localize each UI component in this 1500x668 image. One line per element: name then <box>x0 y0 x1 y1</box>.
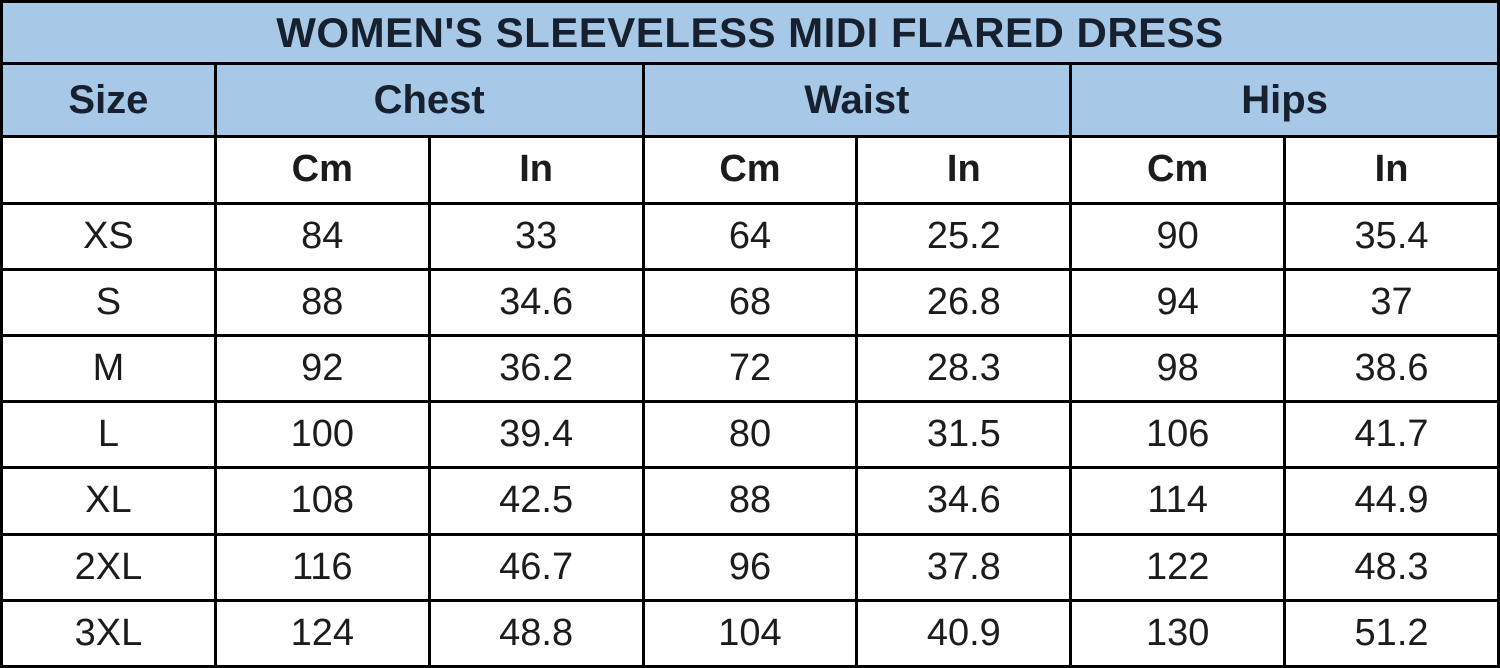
unit-waist-cm: Cm <box>641 135 859 205</box>
hips-cm-value: 130 <box>1069 598 1287 668</box>
waist-in-value: 31.5 <box>855 400 1073 470</box>
table-row-xs: XS 84 33 64 25.2 90 35.4 <box>0 201 1500 271</box>
chest-in-value: 46.7 <box>427 532 645 602</box>
waist-cm-value: 80 <box>641 400 859 470</box>
chest-cm-value: 92 <box>213 333 431 404</box>
table-row-2xl: 2XL 116 46.7 96 37.8 122 48.3 <box>0 532 1500 602</box>
table-row-s: S 88 34.6 68 26.8 94 37 <box>0 267 1500 337</box>
waist-cm-value: 72 <box>641 333 859 404</box>
hips-in-value: 51.2 <box>1283 598 1500 668</box>
size-label: S <box>0 267 217 337</box>
hips-in-value: 41.7 <box>1283 400 1500 470</box>
waist-in-value: 34.6 <box>855 466 1073 536</box>
chest-cm-value: 84 <box>213 201 431 271</box>
hips-cm-value: 114 <box>1069 466 1287 536</box>
unit-blank-cell <box>0 135 217 205</box>
chart-title: WOMEN'S SLEEVELESS MIDI FLARED DRESS <box>0 0 1500 66</box>
column-header-size: Size <box>0 62 217 139</box>
table-row-xl: XL 108 42.5 88 34.6 114 44.9 <box>0 466 1500 536</box>
unit-chest-cm: Cm <box>213 135 431 205</box>
chest-cm-value: 108 <box>213 466 431 536</box>
chest-cm-value: 124 <box>213 598 431 668</box>
waist-in-value: 40.9 <box>855 598 1073 668</box>
column-header-waist: Waist <box>641 62 1073 139</box>
chest-in-value: 42.5 <box>427 466 645 536</box>
chest-in-value: 48.8 <box>427 598 645 668</box>
hips-cm-value: 98 <box>1069 333 1287 404</box>
unit-hips-in: In <box>1283 135 1500 205</box>
chest-in-value: 39.4 <box>427 400 645 470</box>
chest-in-value: 33 <box>427 201 645 271</box>
waist-in-value: 28.3 <box>855 333 1073 404</box>
size-label: L <box>0 400 217 470</box>
hips-in-value: 48.3 <box>1283 532 1500 602</box>
hips-cm-value: 94 <box>1069 267 1287 337</box>
chest-cm-value: 100 <box>213 400 431 470</box>
waist-cm-value: 104 <box>641 598 859 668</box>
size-label: 2XL <box>0 532 217 602</box>
chest-cm-value: 88 <box>213 267 431 337</box>
title-row: WOMEN'S SLEEVELESS MIDI FLARED DRESS <box>0 0 1500 66</box>
size-label: XS <box>0 201 217 271</box>
waist-in-value: 25.2 <box>855 201 1073 271</box>
size-label: M <box>0 333 217 404</box>
unit-waist-in: In <box>855 135 1073 205</box>
waist-cm-value: 96 <box>641 532 859 602</box>
hips-cm-value: 122 <box>1069 532 1287 602</box>
column-header-hips: Hips <box>1069 62 1500 139</box>
chest-in-value: 34.6 <box>427 267 645 337</box>
chest-cm-value: 116 <box>213 532 431 602</box>
waist-in-value: 37.8 <box>855 532 1073 602</box>
chest-in-value: 36.2 <box>427 333 645 404</box>
hips-in-value: 44.9 <box>1283 466 1500 536</box>
table-row-l: L 100 39.4 80 31.5 106 41.7 <box>0 400 1500 470</box>
waist-in-value: 26.8 <box>855 267 1073 337</box>
waist-cm-value: 88 <box>641 466 859 536</box>
table-row-3xl: 3XL 124 48.8 104 40.9 130 51.2 <box>0 598 1500 668</box>
hips-cm-value: 106 <box>1069 400 1287 470</box>
column-group-row: Size Chest Waist Hips <box>0 62 1500 139</box>
table-row-m: M 92 36.2 72 28.3 98 38.6 <box>0 333 1500 404</box>
unit-row: Cm In Cm In Cm In <box>0 135 1500 205</box>
waist-cm-value: 64 <box>641 201 859 271</box>
column-header-chest: Chest <box>213 62 645 139</box>
hips-in-value: 38.6 <box>1283 333 1500 404</box>
hips-in-value: 37 <box>1283 267 1500 337</box>
size-label: XL <box>0 466 217 536</box>
size-label: 3XL <box>0 598 217 668</box>
hips-cm-value: 90 <box>1069 201 1287 271</box>
unit-chest-in: In <box>427 135 645 205</box>
unit-hips-cm: Cm <box>1069 135 1287 205</box>
waist-cm-value: 68 <box>641 267 859 337</box>
hips-in-value: 35.4 <box>1283 201 1500 271</box>
